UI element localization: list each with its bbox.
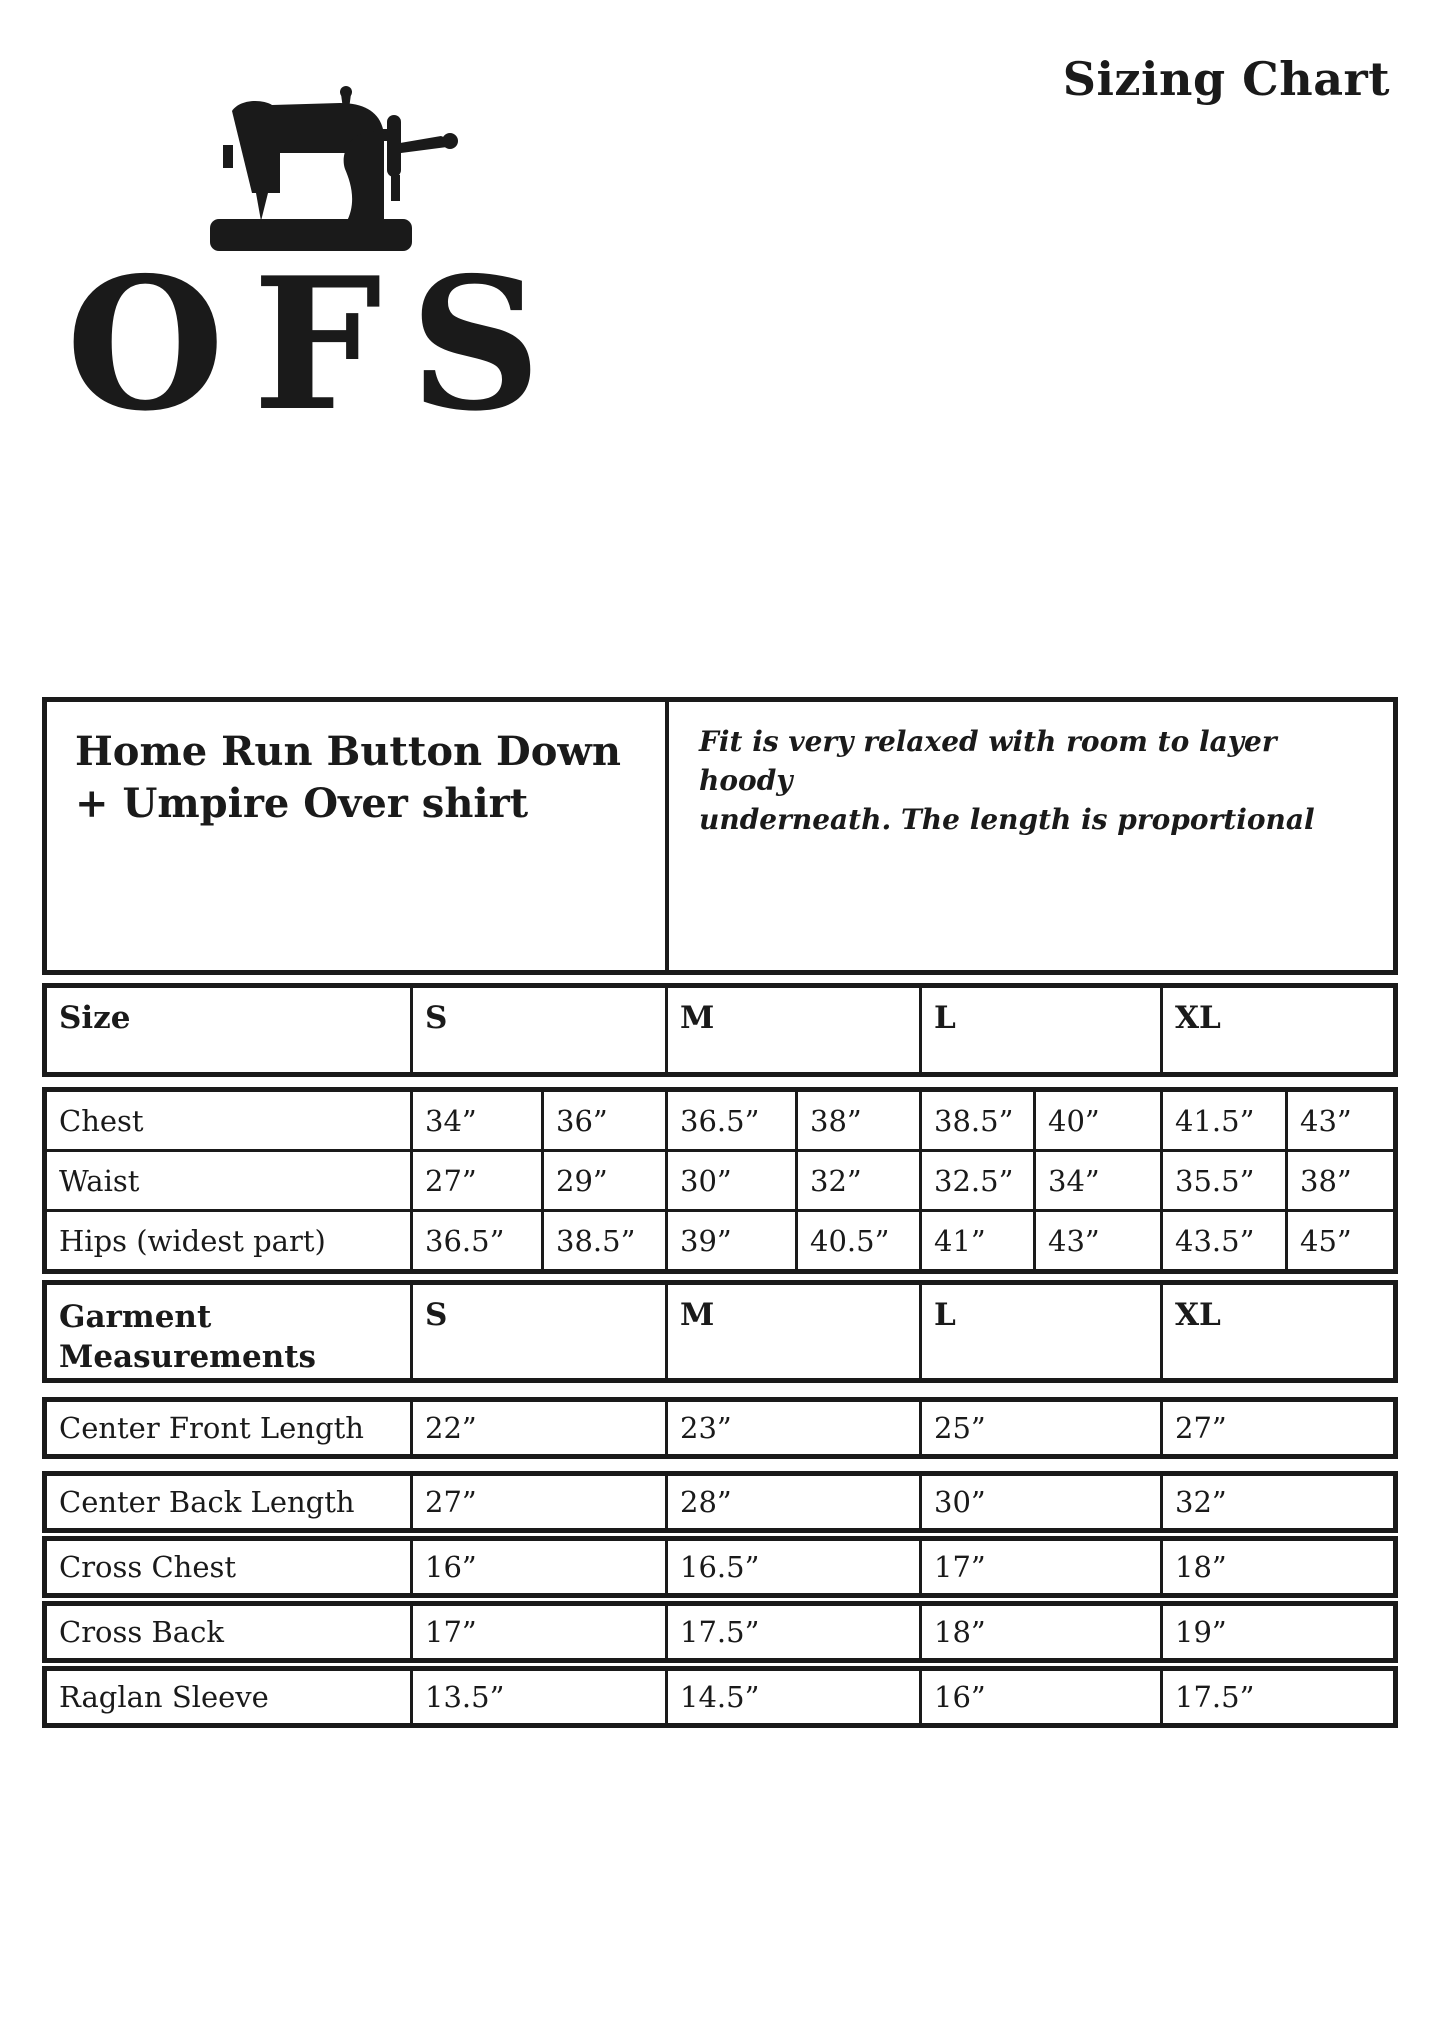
table-row-hips: Hips (widest part) 36.5” 38.5” 39” 40.5”…	[47, 1209, 1393, 1269]
measurement-value: 22”	[410, 1401, 665, 1454]
size-column-header: M	[665, 988, 919, 1072]
page-title: Sizing Chart	[1062, 52, 1390, 106]
measurement-value: 38.5”	[919, 1092, 1033, 1149]
product-name-line: Home Run Button Down	[75, 728, 621, 775]
sewing-machine-icon	[210, 86, 458, 251]
measurement-value: 41.5”	[1160, 1092, 1285, 1149]
size-chart-table: Home Run Button Down + Umpire Over shirt…	[42, 697, 1398, 1728]
measurement-value: 34”	[410, 1092, 541, 1149]
size-column-header: S	[410, 988, 665, 1072]
measurement-value: 34”	[1033, 1152, 1160, 1209]
garment-header-block: Garment Measurements S M L XL	[42, 1280, 1398, 1383]
measurement-value: 45”	[1285, 1212, 1393, 1269]
row-label: Raglan Sleeve	[59, 1679, 269, 1714]
size-column-header: S	[410, 1285, 665, 1378]
measurement-value: 41”	[919, 1212, 1033, 1269]
measurement-value: 32”	[795, 1152, 919, 1209]
measurement-value: 16.5”	[665, 1540, 919, 1593]
row-label: Center Back Length	[59, 1484, 355, 1519]
measurement-value: 14.5”	[665, 1670, 919, 1723]
garment-row-raglan-sleeve: Raglan Sleeve 13.5” 14.5” 16” 17.5”	[42, 1665, 1398, 1728]
measurement-value: 23”	[665, 1401, 919, 1454]
measurement-value: 32.5”	[919, 1152, 1033, 1209]
measurement-value: 27”	[1160, 1401, 1393, 1454]
measurement-value: 39”	[665, 1212, 795, 1269]
measurement-value: 13.5”	[410, 1670, 665, 1723]
measurement-value: 38”	[795, 1092, 919, 1149]
size-column-header: M	[665, 1285, 919, 1378]
fit-note-line: Fit is very relaxed with room to layer h…	[699, 725, 1277, 798]
measurement-value: 28”	[665, 1475, 919, 1528]
row-label: Waist	[59, 1163, 140, 1198]
row-label: Cross Chest	[59, 1549, 237, 1584]
measurement-value: 40.5”	[795, 1212, 919, 1269]
fit-description: Fit is very relaxed with room to layer h…	[665, 702, 1393, 970]
measurement-value: 43”	[1033, 1212, 1160, 1269]
row-label: Center Front Length	[59, 1410, 364, 1445]
measurement-value: 25”	[919, 1401, 1160, 1454]
measurement-value: 17”	[919, 1540, 1160, 1593]
measurement-value: 36.5”	[410, 1212, 541, 1269]
size-header-label: Size	[59, 1000, 131, 1036]
row-label: Hips (widest part)	[59, 1223, 326, 1258]
size-column-header: XL	[1160, 1285, 1393, 1378]
measurement-value: 30”	[665, 1152, 795, 1209]
size-column-header: L	[919, 1285, 1160, 1378]
row-label: Cross Back	[59, 1614, 224, 1649]
measurement-value: 36.5”	[665, 1092, 795, 1149]
garment-header-label: Garment Measurements	[59, 1299, 317, 1376]
measurement-value: 17”	[410, 1605, 665, 1658]
brand-name: OFS	[66, 237, 570, 451]
garment-row-cross-chest: Cross Chest 16” 16.5” 17” 18”	[42, 1535, 1398, 1598]
product-name: Home Run Button Down + Umpire Over shirt	[47, 702, 665, 970]
measurement-value: 16”	[410, 1540, 665, 1593]
measurement-value: 43.5”	[1160, 1212, 1285, 1269]
measurement-value: 27”	[410, 1152, 541, 1209]
table-row-waist: Waist 27” 29” 30” 32” 32.5” 34” 35.5” 38…	[47, 1149, 1393, 1209]
measurement-value: 18”	[919, 1605, 1160, 1658]
measurement-value: 17.5”	[1160, 1670, 1393, 1723]
garment-row-center-front-length: Center Front Length 22” 23” 25” 27”	[42, 1396, 1398, 1459]
measurement-value: 27”	[410, 1475, 665, 1528]
measurement-value: 40”	[1033, 1092, 1160, 1149]
body-measurements-block: Chest 34” 36” 36.5” 38” 38.5” 40” 41.5” …	[42, 1087, 1398, 1274]
table-row-chest: Chest 34” 36” 36.5” 38” 38.5” 40” 41.5” …	[47, 1092, 1393, 1149]
measurement-value: 36”	[541, 1092, 665, 1149]
size-header-block: Size S M L XL	[42, 983, 1398, 1077]
measurement-value: 32”	[1160, 1475, 1393, 1528]
measurement-value: 17.5”	[665, 1605, 919, 1658]
size-column-header: XL	[1160, 988, 1393, 1072]
measurement-value: 18”	[1160, 1540, 1393, 1593]
garment-row-center-back-length: Center Back Length 27” 28” 30” 32”	[42, 1470, 1398, 1533]
product-name-line: + Umpire Over shirt	[75, 780, 529, 827]
measurement-value: 19”	[1160, 1605, 1393, 1658]
measurement-value: 16”	[919, 1670, 1160, 1723]
measurement-value: 35.5”	[1160, 1152, 1285, 1209]
garment-row-cross-back: Cross Back 17” 17.5” 18” 19”	[42, 1600, 1398, 1663]
row-label: Chest	[59, 1103, 144, 1138]
measurement-value: 43”	[1285, 1092, 1393, 1149]
fit-note-line: underneath. The length is proportional	[699, 803, 1315, 837]
measurement-value: 38”	[1285, 1152, 1393, 1209]
measurement-value: 30”	[919, 1475, 1160, 1528]
measurement-value: 38.5”	[541, 1212, 665, 1269]
brand-logo: OFS	[66, 85, 541, 435]
measurement-value: 29”	[541, 1152, 665, 1209]
product-header-block: Home Run Button Down + Umpire Over shirt…	[42, 697, 1398, 975]
size-column-header: L	[919, 988, 1160, 1072]
